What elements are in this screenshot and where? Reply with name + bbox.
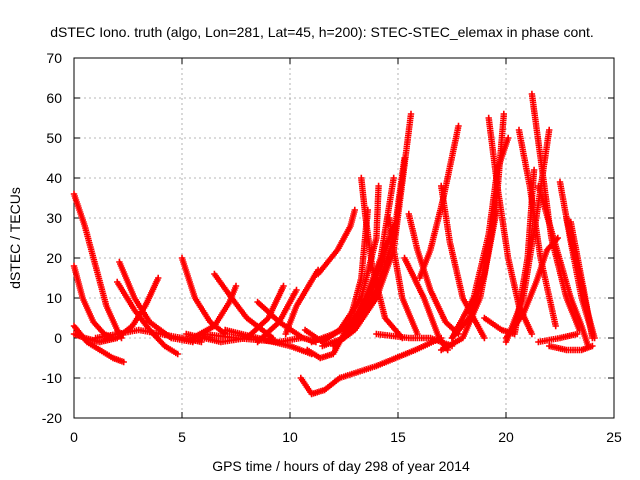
series-1-markers — [70, 190, 125, 342]
series-8 — [178, 254, 229, 338]
series-30-markers — [401, 254, 451, 354]
series-25 — [314, 206, 358, 278]
y-tick-label: 70 — [46, 50, 62, 66]
y-tick-label: -20 — [42, 410, 62, 426]
plot-frame — [73, 57, 615, 419]
y-tick-label: 40 — [46, 170, 62, 186]
series-47 — [535, 330, 581, 346]
series-17 — [297, 374, 343, 398]
y-tick-label: 20 — [46, 250, 62, 266]
series-45 — [567, 218, 596, 342]
x-tick-label: 15 — [390, 429, 406, 445]
series-42 — [535, 182, 592, 350]
x-axis-label: GPS time / hours of day 298 of year 2014 — [212, 458, 470, 474]
series-42-markers — [535, 182, 592, 350]
series-16-markers — [282, 266, 322, 338]
series-45-markers — [567, 218, 596, 342]
series-17-markers — [297, 374, 343, 398]
series-26 — [358, 174, 406, 342]
series-18 — [336, 334, 445, 382]
series-47-markers — [535, 330, 581, 346]
y-tick-label: -10 — [42, 370, 62, 386]
series-46-markers — [546, 342, 596, 354]
series-30 — [401, 254, 451, 354]
series-40 — [515, 126, 559, 330]
x-tick-label: 0 — [70, 429, 78, 445]
series-15 — [254, 286, 300, 346]
x-tick-label: 5 — [178, 429, 186, 445]
y-tick-label: 10 — [46, 290, 62, 306]
series-46 — [546, 342, 596, 354]
x-tick-label: 20 — [498, 429, 514, 445]
series-26-markers — [358, 174, 406, 342]
y-tick-label: 30 — [46, 210, 62, 226]
y-tick-label: 0 — [54, 330, 62, 346]
series-16 — [282, 266, 322, 338]
y-axis-label: dSTEC / TECUs — [7, 187, 23, 289]
series-15-markers — [254, 286, 300, 346]
y-tick-label: 50 — [46, 130, 62, 146]
series-40-markers — [515, 126, 559, 330]
series-25-markers — [314, 206, 358, 278]
axis-ticks: 0 5 10 15 20 25 -20 -10 0 10 20 30 40 50 60 70 — [42, 50, 622, 445]
series-27-markers — [386, 214, 421, 338]
series-27 — [386, 214, 421, 338]
chart-title: dSTEC Iono. truth (algo, Lon=281, Lat=45… — [50, 24, 594, 40]
series-8-markers — [178, 254, 229, 338]
x-tick-label: 10 — [282, 429, 298, 445]
y-tick-label: 60 — [46, 90, 62, 106]
series-7-markers — [92, 326, 205, 346]
x-tick-label: 25 — [606, 429, 622, 445]
series-7 — [92, 326, 205, 346]
data-points — [70, 90, 598, 398]
series-1 — [70, 190, 125, 342]
series-18-markers — [336, 334, 445, 382]
